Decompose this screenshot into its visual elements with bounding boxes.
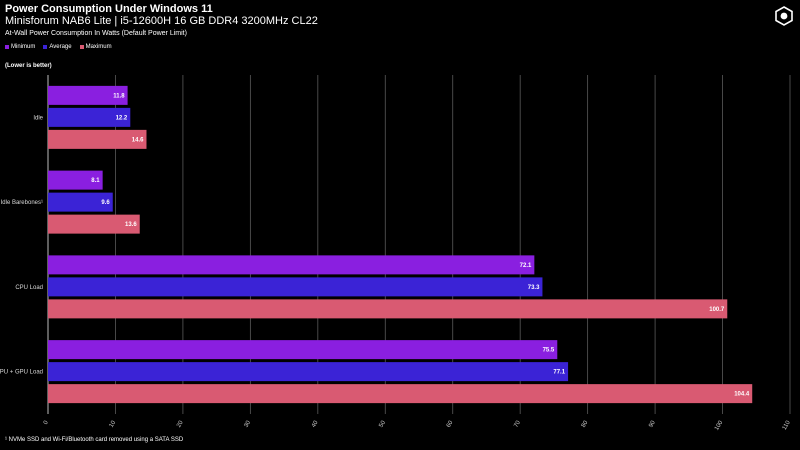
legend-label-maximum: Maximum	[85, 44, 112, 50]
bar-value-label: 9.6	[101, 200, 110, 206]
bar-value-label: 11.8	[113, 93, 125, 99]
x-tick-label: 0	[43, 419, 50, 425]
bar-value-label: 8.1	[91, 178, 100, 184]
legend-item-maximum: Maximum	[79, 44, 112, 50]
bar-average	[48, 192, 113, 212]
bar-value-label: 12.2	[116, 115, 128, 121]
bar-value-label: 75.5	[543, 348, 555, 354]
lower-is-better-note: (Lower is better)	[5, 63, 52, 69]
hexagon-logo-icon	[775, 6, 793, 26]
bar-average	[48, 277, 543, 297]
x-tick-label: 60	[446, 419, 455, 428]
bar-average	[48, 362, 569, 382]
legend-item-minimum: Minimum	[5, 44, 35, 50]
bar-minimum	[48, 255, 535, 275]
bar-maximum	[48, 299, 728, 319]
legend-label-average: Average	[49, 44, 72, 50]
footnote: ¹ NVMe SSD and Wi-Fi/Bluetooth card remo…	[5, 437, 184, 443]
bar-value-label: 104.4	[734, 392, 750, 398]
legend-swatch-maximum	[79, 45, 84, 49]
x-tick-label: 70	[513, 419, 522, 428]
bar-value-label: 14.6	[132, 137, 144, 143]
bar-minimum	[48, 85, 128, 105]
legend-label-minimum: Minimum	[11, 44, 36, 50]
x-tick-label: 110	[782, 419, 792, 431]
x-tick-label: 40	[311, 419, 320, 428]
chart-description: At-Wall Power Consumption In Watts (Defa…	[5, 30, 187, 37]
legend-swatch-minimum	[5, 45, 9, 49]
bar-value-label: 77.1	[553, 370, 565, 376]
bar-value-label: 13.6	[125, 222, 137, 228]
x-tick-label: 100	[714, 419, 725, 431]
category-label: CPU Load	[15, 285, 43, 291]
category-label: Idle Barebones¹	[1, 200, 43, 206]
bar-value-label: 73.3	[528, 285, 540, 291]
legend-item-average: Average	[43, 44, 72, 50]
chart-title: Power Consumption Under Windows 11	[5, 3, 213, 15]
bar-maximum	[48, 214, 140, 234]
x-tick-label: 90	[648, 419, 657, 428]
x-tick-label: 30	[244, 419, 253, 428]
bar-maximum	[48, 384, 753, 404]
bar-average	[48, 107, 131, 127]
x-tick-label: 20	[176, 419, 185, 428]
x-tick-label: 10	[109, 419, 118, 428]
legend: Minimum Average Maximum	[5, 44, 112, 50]
bar-minimum	[48, 170, 103, 190]
x-tick-label: 50	[378, 419, 387, 428]
chart-subtitle: Minisforum NAB6 Lite | i5-12600H 16 GB D…	[5, 15, 318, 27]
bar-maximum	[48, 129, 147, 149]
bar-value-label: 72.1	[520, 263, 532, 269]
bar-value-label: 100.7	[709, 307, 725, 313]
x-tick-label: 80	[581, 419, 590, 428]
legend-swatch-average	[43, 45, 48, 49]
category-label: CPU + GPU Load	[0, 370, 43, 376]
bar-minimum	[48, 340, 558, 360]
category-label: Idle	[33, 115, 43, 121]
